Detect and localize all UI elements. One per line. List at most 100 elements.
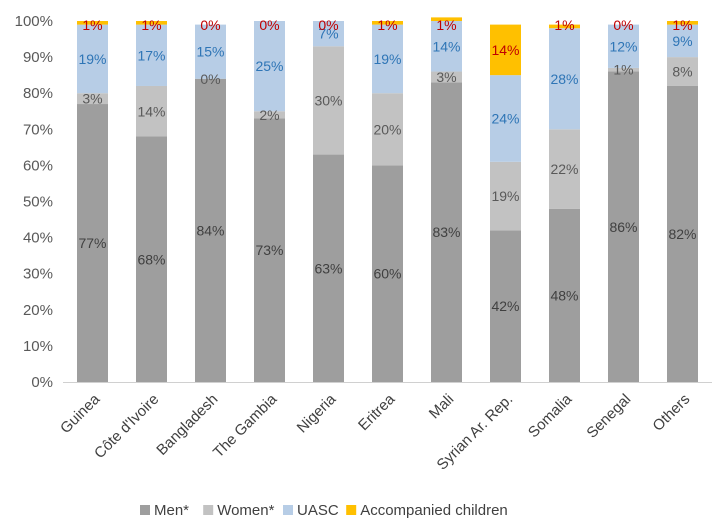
y-tick-label: 90% xyxy=(23,49,53,66)
bar-segment xyxy=(77,93,108,105)
y-tick-label: 80% xyxy=(23,85,53,102)
y-tick-label: 100% xyxy=(15,13,53,30)
data-label: 19% xyxy=(78,51,106,67)
data-label: 1% xyxy=(436,17,456,33)
bar-segment xyxy=(490,161,521,231)
data-label: 14% xyxy=(432,38,460,54)
data-label: 1% xyxy=(82,17,102,33)
data-label: 0% xyxy=(318,17,338,33)
data-label: 68% xyxy=(137,251,165,267)
bar-segment xyxy=(667,57,698,86)
data-label: 0% xyxy=(200,17,220,33)
y-tick-label: 0% xyxy=(31,374,53,391)
y-tick-label: 50% xyxy=(23,194,53,211)
bar-segment xyxy=(136,24,167,86)
data-label: 3% xyxy=(436,69,456,85)
bar-segment xyxy=(77,21,108,25)
bar-segment xyxy=(431,17,462,21)
legend-label: Accompanied children xyxy=(360,502,508,519)
bar-segment xyxy=(431,82,462,383)
legend-swatch xyxy=(140,505,150,515)
bar-segment xyxy=(254,118,285,382)
data-label: 20% xyxy=(373,121,401,137)
bar-segment xyxy=(431,71,462,83)
data-label: 48% xyxy=(550,287,578,303)
x-category-label: Mali xyxy=(426,391,457,422)
bar-segment xyxy=(667,85,698,382)
data-label: 0% xyxy=(200,71,220,87)
bar-segment xyxy=(667,24,698,58)
data-label: 1% xyxy=(613,62,633,78)
bar-segment xyxy=(549,24,580,29)
bar-segment xyxy=(136,85,167,137)
bar-segment xyxy=(549,208,580,382)
bar-segment xyxy=(490,24,521,76)
x-category-label: Eritrea xyxy=(355,390,399,434)
bar-segment xyxy=(77,24,108,94)
data-label: 7% xyxy=(318,26,338,42)
data-label: 82% xyxy=(668,226,696,242)
bar-segment xyxy=(195,78,226,382)
bar-segment xyxy=(490,230,521,382)
y-tick-label: 30% xyxy=(23,266,53,283)
data-label: 73% xyxy=(255,242,283,258)
bar-segment xyxy=(77,104,108,382)
data-label: 22% xyxy=(550,161,578,177)
data-label: 1% xyxy=(377,17,397,33)
data-label: 0% xyxy=(613,17,633,33)
bar-segment xyxy=(372,165,403,382)
bar-segment xyxy=(195,24,226,79)
data-label: 28% xyxy=(550,71,578,87)
y-tick-label: 40% xyxy=(23,230,53,247)
bar-segment xyxy=(136,21,167,25)
y-tick-label: 20% xyxy=(23,302,53,319)
x-category-label: Nigeria xyxy=(294,390,340,436)
x-category-label: Senegal xyxy=(583,391,634,442)
data-label: 14% xyxy=(491,42,519,58)
y-tick-label: 10% xyxy=(23,338,53,355)
bar-segment xyxy=(313,46,344,155)
legend-label: UASC xyxy=(297,502,339,519)
x-category-label: Others xyxy=(649,391,693,435)
data-label: 19% xyxy=(373,51,401,67)
legend-label: Men* xyxy=(154,502,189,519)
data-label: 12% xyxy=(609,38,637,54)
data-label: 2% xyxy=(259,107,279,123)
legend-swatch xyxy=(203,505,214,515)
data-label: 63% xyxy=(314,260,342,276)
data-label: 17% xyxy=(137,47,165,63)
bar-segment xyxy=(313,154,344,382)
bar-segment xyxy=(372,21,403,25)
data-label: 84% xyxy=(196,222,224,238)
bar-segment xyxy=(254,111,285,119)
x-category-label: Guinea xyxy=(57,390,104,437)
bar-segment xyxy=(608,24,639,68)
data-label: 14% xyxy=(137,103,165,119)
bar-segment xyxy=(608,71,639,382)
bar-segment xyxy=(372,93,403,166)
data-label: 1% xyxy=(141,17,161,33)
y-tick-label: 60% xyxy=(23,157,53,174)
x-category-label: The Gambia xyxy=(210,390,281,461)
legend-swatch xyxy=(346,505,357,515)
data-label: 1% xyxy=(672,17,692,33)
bar-segment xyxy=(136,136,167,382)
data-label: 3% xyxy=(82,91,102,107)
data-label: 86% xyxy=(609,219,637,235)
bar-segment xyxy=(431,21,462,72)
data-label: 24% xyxy=(491,110,519,126)
data-label: 19% xyxy=(491,188,519,204)
data-label: 9% xyxy=(672,33,692,49)
bar-segment xyxy=(549,28,580,130)
bar-segment xyxy=(372,24,403,94)
y-tick-label: 70% xyxy=(23,121,53,138)
data-label: 83% xyxy=(432,224,460,240)
bar-segment xyxy=(313,21,344,47)
bar-segment xyxy=(490,75,521,162)
data-label: 25% xyxy=(255,58,283,74)
legend-label: Women* xyxy=(217,502,274,519)
bar-segment xyxy=(667,21,698,25)
bar-segment xyxy=(254,21,285,112)
